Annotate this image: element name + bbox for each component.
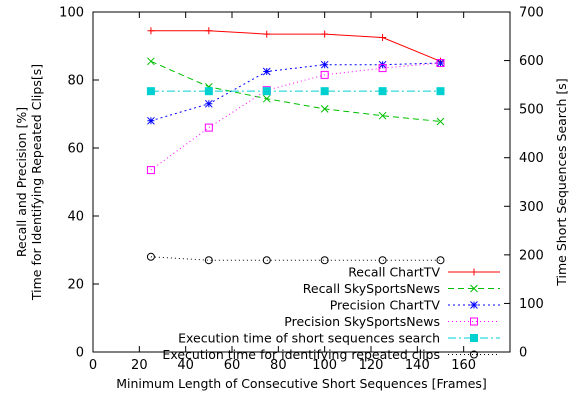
x-tick-label: 140: [405, 358, 430, 373]
y-left-tick-label: 60: [67, 142, 84, 157]
data-point-5: [378, 256, 387, 265]
data-point-4: [320, 87, 329, 96]
x-tick-label: 20: [131, 358, 148, 373]
y-right-tick-label: 100: [519, 297, 544, 312]
data-point-2: [262, 67, 271, 76]
legend-marker-2: [470, 301, 478, 309]
data-point-5: [262, 256, 271, 265]
data-point-0: [379, 34, 387, 41]
data-point-1: [436, 117, 445, 126]
x-tick-label: 40: [177, 358, 194, 373]
x-tick-label: 80: [270, 358, 287, 373]
y-right-tick-label: 500: [519, 103, 544, 118]
x-tick-label: 120: [359, 358, 384, 373]
data-point-0: [205, 27, 213, 35]
data-point-4: [436, 87, 445, 96]
legend-label-2: Precision ChartTV: [330, 298, 441, 313]
data-point-4: [378, 87, 387, 96]
x-tick-label: 60: [224, 358, 241, 373]
data-point-5: [320, 256, 329, 265]
x-axis-label: Minimum Length of Consecutive Short Sequ…: [116, 376, 487, 391]
data-point-0: [147, 27, 155, 35]
data-point-3: [320, 70, 329, 79]
data-point-3: [204, 123, 213, 132]
data-point-2: [204, 99, 213, 108]
series-line-2: [150, 62, 441, 122]
y-left-tick-label: 20: [67, 278, 84, 293]
data-point-5: [204, 256, 213, 265]
legend-marker-5: [470, 350, 478, 359]
y-right-axis-label: Time Short Sequences Search [s]: [554, 78, 569, 286]
y-left-axis-label-line1: Recall and Precision [%]: [14, 107, 29, 257]
data-point-1: [378, 111, 387, 120]
data-point-3: [378, 64, 387, 73]
x-tick-label: 160: [451, 358, 476, 373]
data-point-2: [147, 116, 155, 125]
y-left-tick-label: 40: [67, 210, 84, 225]
y-right-tick-label: 400: [519, 151, 544, 166]
y-left-tick-label: 100: [59, 6, 84, 21]
data-point-2: [436, 59, 445, 67]
x-tick-label: 0: [89, 358, 97, 373]
y-right-tick-label: 0: [519, 346, 527, 361]
series-line-3: [150, 62, 441, 171]
legend-marker-1: [470, 284, 478, 293]
y-right-tick-label: 200: [519, 248, 544, 263]
data-point-1: [320, 105, 329, 113]
y-left-tick-label: 0: [76, 346, 84, 361]
data-point-5: [436, 256, 445, 265]
data-point-2: [320, 60, 329, 69]
y-left-tick-label: 80: [67, 74, 84, 89]
legend-label-4: Execution time of short sequences search: [178, 331, 440, 346]
x-tick-label: 100: [312, 358, 337, 373]
data-point-0: [263, 30, 271, 38]
legend-label-0: Recall ChartTV: [348, 265, 440, 280]
y-left-axis-label-line2: Time for Identifying Repeated Clips[s]: [29, 64, 44, 301]
legend-label-3: Precision SkySportsNews: [284, 314, 440, 329]
data-point-5: [146, 252, 155, 261]
data-point-3: [146, 166, 155, 175]
series-line-0: [150, 30, 441, 62]
series-line-5: [150, 256, 441, 261]
data-point-4: [204, 87, 213, 96]
legend-marker-4: [470, 334, 478, 342]
data-point-3: [436, 59, 445, 67]
y-right-tick-label: 700: [519, 6, 544, 21]
data-point-1: [262, 94, 271, 103]
series-line-1: [150, 60, 441, 122]
y-right-tick-label: 300: [519, 200, 544, 215]
data-point-4: [146, 87, 155, 96]
legend-marker-0: [470, 268, 478, 276]
data-point-1: [147, 57, 155, 66]
legend-marker-3: [470, 317, 478, 326]
plot-frame: [92, 11, 511, 353]
data-point-4: [262, 87, 271, 96]
legend-label-1: Recall SkySportsNews: [303, 281, 440, 296]
y-right-tick-label: 600: [519, 54, 544, 69]
legend-label-5: Execution time for identifying repeated …: [162, 347, 440, 362]
data-point-0: [321, 30, 329, 38]
